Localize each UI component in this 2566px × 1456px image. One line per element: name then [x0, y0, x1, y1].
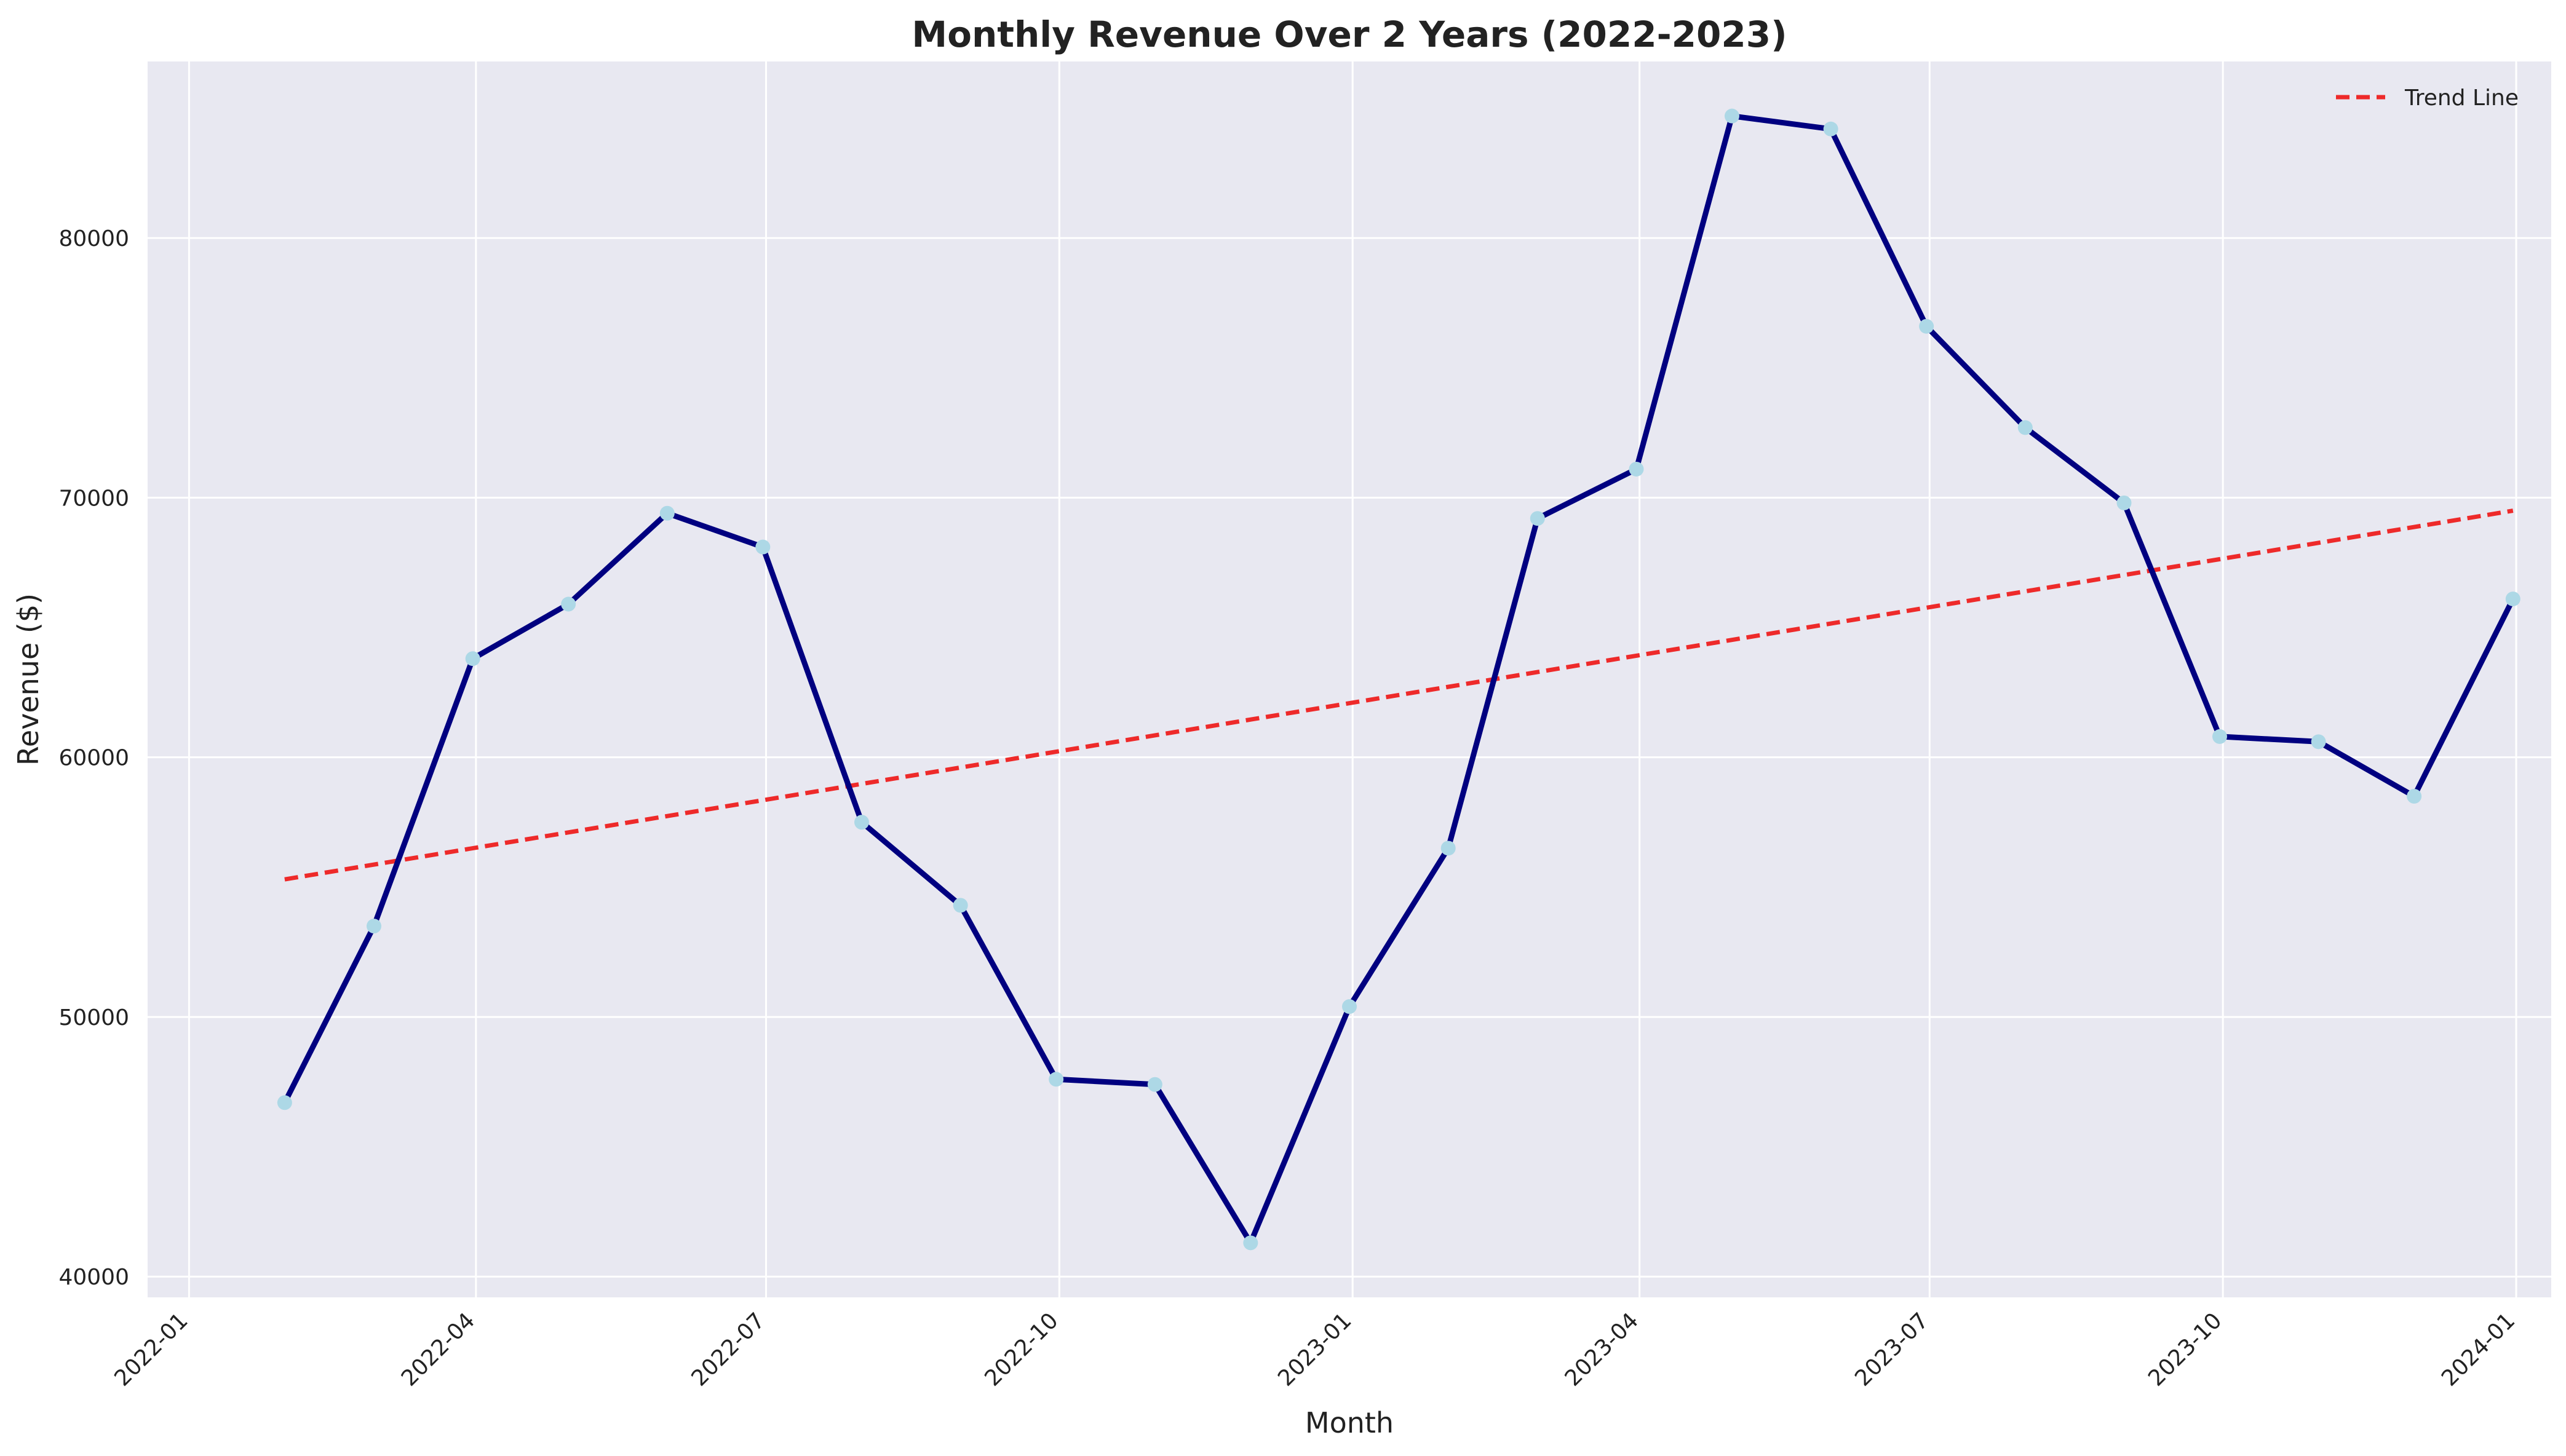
data-point [366, 919, 381, 934]
data-point [2116, 495, 2132, 510]
data-point [1147, 1077, 1162, 1092]
data-point [2212, 729, 2227, 744]
data-point [854, 815, 869, 830]
data-point [1823, 121, 1838, 136]
x-axis-label: Month [1305, 1406, 1394, 1439]
data-point [1530, 511, 1545, 526]
data-point [1919, 318, 1934, 334]
data-point [2017, 420, 2033, 435]
data-point [561, 596, 576, 612]
revenue-series-line [282, 113, 2516, 1246]
data-point [953, 898, 968, 913]
y-tick-label: 50000 [58, 1005, 129, 1031]
y-tick-label: 60000 [58, 746, 129, 771]
data-point [1724, 108, 1739, 124]
data-point [755, 539, 771, 555]
plot-area [148, 61, 2551, 1297]
data-point [2505, 592, 2520, 607]
data-point [2407, 789, 2422, 804]
data-point [1243, 1235, 1258, 1251]
legend: Trend Line [2336, 85, 2519, 111]
y-tick-label: 40000 [58, 1265, 129, 1290]
y-axis-label: Revenue ($) [12, 593, 45, 766]
y-tick-label: 70000 [58, 486, 129, 511]
data-point [659, 505, 675, 521]
series-lines [282, 113, 2516, 1246]
data-point [1049, 1072, 1064, 1087]
y-axis-ticks: 40000 50000 60000 70000 80000 [58, 226, 129, 1290]
data-point [277, 1095, 292, 1110]
trend-line [284, 508, 2514, 882]
data-points [277, 108, 2520, 1251]
legend-label-trend-line: Trend Line [2404, 85, 2519, 111]
data-point [2311, 734, 2326, 750]
data-point [1629, 461, 1644, 477]
data-point [1440, 841, 1456, 856]
data-point [465, 651, 480, 667]
grid-lines [148, 61, 2551, 1297]
y-tick-label: 80000 [58, 226, 129, 251]
data-point [1342, 999, 1357, 1015]
chart-title: Monthly Revenue Over 2 Years (2022-2023) [912, 14, 1787, 55]
